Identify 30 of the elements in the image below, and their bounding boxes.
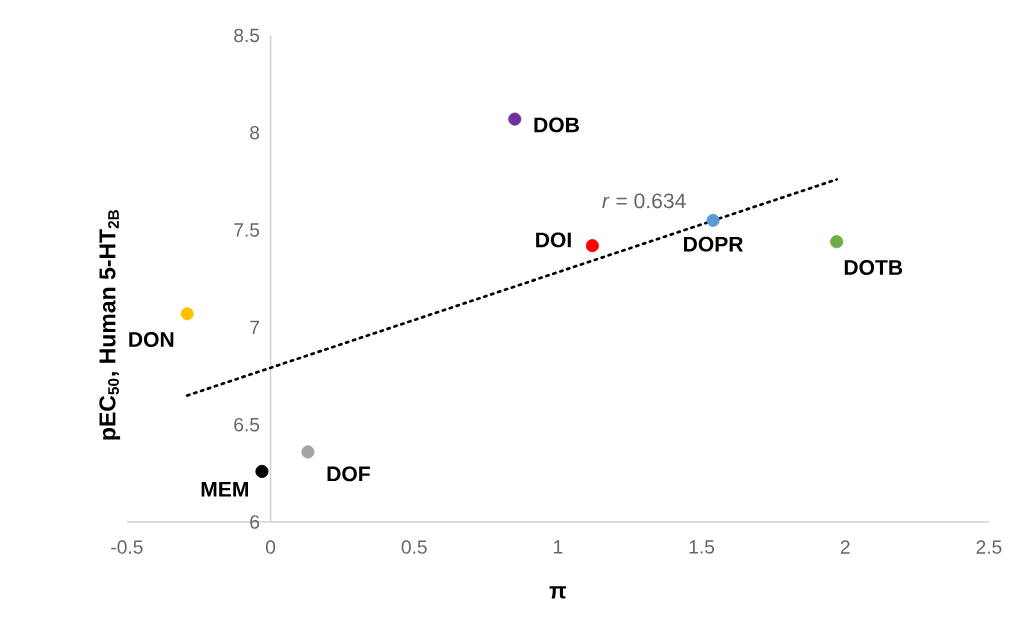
- point: [830, 235, 844, 249]
- series-label: DOTB: [844, 260, 903, 276]
- y-tick-label: 7.5: [234, 223, 260, 237]
- series-label: DON: [129, 332, 174, 348]
- y-tick-label: 8.5: [234, 28, 260, 43]
- point: [180, 307, 194, 321]
- point: [706, 213, 720, 227]
- x-tick-label: 1: [554, 540, 563, 554]
- series-label: DOPR: [684, 236, 744, 252]
- series-label: DOF: [327, 466, 370, 482]
- series-label: DOB: [534, 117, 579, 133]
- y-tick-label: 6: [250, 515, 260, 529]
- x-tick-label: 0.5: [401, 540, 427, 554]
- x-tick-label: 1.5: [689, 540, 715, 554]
- x-axis-title: π: [549, 586, 567, 599]
- point: [255, 465, 269, 479]
- point: [301, 445, 315, 459]
- y-axis-title: pEC$_{50}$, Human 5-HT$_{2B}$: [99, 210, 121, 440]
- x-tick-label: 2: [840, 540, 850, 554]
- x-tick-label: -0.5: [111, 540, 143, 554]
- point: [585, 239, 599, 253]
- y-tick-label: 8: [250, 126, 260, 140]
- x-tick-label: 0: [265, 540, 276, 554]
- series-label: MEM: [201, 482, 248, 497]
- annotation: r = 0.634: [602, 193, 686, 209]
- y-tick-label: 7: [250, 320, 259, 335]
- series-label: DOI: [536, 232, 571, 248]
- y-tick-label: 6.5: [234, 418, 260, 432]
- x-tick-label: 2.5: [976, 540, 1002, 554]
- point: [508, 112, 522, 126]
